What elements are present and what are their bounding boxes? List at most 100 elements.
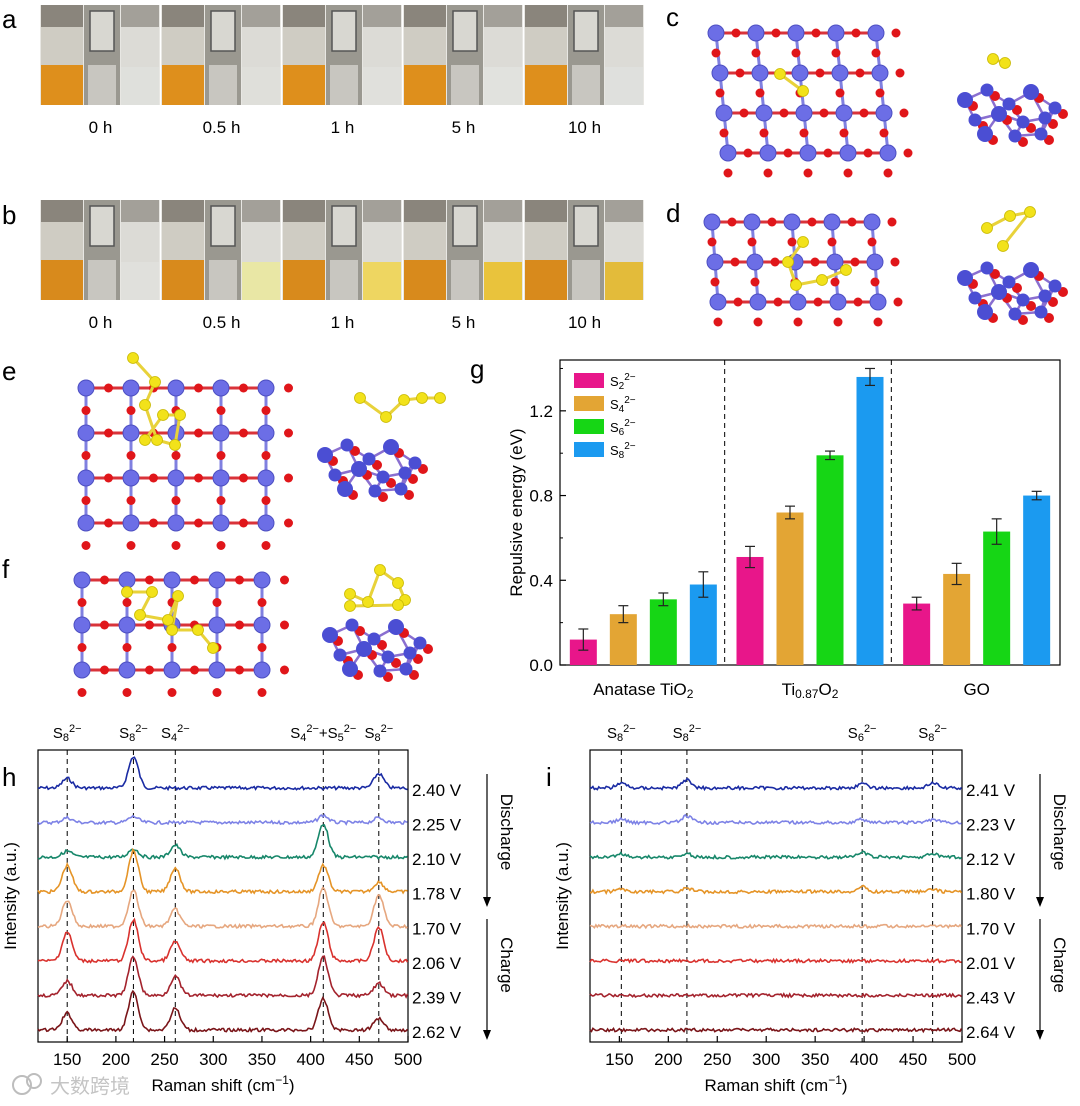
- ti-atom: [167, 514, 185, 532]
- o-atom: [261, 451, 271, 460]
- s-atom: [344, 600, 356, 612]
- o-atom: [743, 148, 753, 158]
- ti-atom: [719, 144, 737, 162]
- ti-atom: [253, 571, 271, 589]
- peak-label: S42−: [161, 723, 190, 744]
- legend-label: S42−: [610, 395, 636, 415]
- vial-liquid-right: [242, 262, 280, 300]
- molecular-structure-c: [707, 24, 1068, 178]
- ti-atom: [163, 571, 181, 589]
- o-atom: [835, 88, 845, 98]
- ti-atom: [122, 379, 140, 397]
- s-atom: [192, 624, 204, 636]
- x-tick-label: 400: [296, 1050, 324, 1069]
- s-atom: [166, 624, 178, 636]
- x-tick-label: 350: [248, 1050, 276, 1069]
- s-atom: [797, 85, 809, 97]
- ti-atom: [759, 144, 777, 162]
- vial-liquid-right: [605, 262, 643, 300]
- ti-atom: [253, 616, 271, 634]
- ti-atom: [398, 466, 412, 480]
- vial-liquid-left: [162, 260, 204, 300]
- ti-atom: [1008, 129, 1022, 143]
- o-atom: [810, 257, 820, 267]
- o-atom: [216, 406, 226, 415]
- o-atom: [887, 217, 897, 227]
- ti-atom: [747, 24, 765, 42]
- clamp-base: [88, 65, 116, 105]
- o-atom: [284, 518, 293, 528]
- voltage-label: 2.43 V: [966, 988, 1016, 1007]
- o-atom: [216, 541, 226, 550]
- vial-liquid-right: [363, 67, 401, 105]
- spectrum-line: [37, 886, 408, 930]
- x-axis-label: Raman shift (cm−1): [704, 1073, 847, 1095]
- ti-atom: [980, 261, 994, 275]
- o-atom: [280, 575, 289, 585]
- peak-label: S82−: [918, 723, 947, 744]
- o-atom: [104, 383, 113, 393]
- o-atom: [773, 297, 783, 307]
- o-atom: [1026, 123, 1036, 133]
- clamp-base: [451, 65, 479, 105]
- o-atom: [126, 406, 136, 415]
- o-atom: [81, 541, 91, 550]
- time-label: 1 h: [331, 118, 355, 137]
- o-atom: [711, 48, 721, 58]
- vial-cap: [363, 200, 401, 222]
- ti-atom: [715, 104, 733, 122]
- ti-atom: [118, 616, 136, 634]
- ti-atom: [957, 270, 973, 286]
- bond: [143, 404, 159, 441]
- o-atom: [100, 620, 109, 630]
- o-atom: [723, 168, 733, 178]
- o-atom: [171, 451, 181, 460]
- ti-atom: [257, 379, 275, 397]
- vial-liquid-right: [484, 262, 522, 300]
- ti-atom: [77, 424, 95, 442]
- o-atom: [863, 148, 873, 158]
- ti-atom: [408, 456, 422, 470]
- ti-atom: [1034, 127, 1048, 141]
- x-tick-label: 500: [394, 1050, 422, 1069]
- o-atom: [377, 640, 387, 650]
- s-atom: [139, 434, 151, 446]
- ti-atom: [322, 627, 338, 643]
- s-atom: [987, 53, 999, 65]
- o-atom: [100, 575, 109, 585]
- o-atom: [855, 68, 865, 78]
- vial-cap: [283, 5, 325, 27]
- o-atom: [839, 128, 849, 138]
- ti-atom: [829, 293, 847, 311]
- o-atom: [831, 48, 841, 58]
- o-atom: [235, 575, 244, 585]
- panel-letter-a: a: [2, 4, 17, 34]
- s-atom: [790, 279, 802, 291]
- watermark-text: 大数跨境: [50, 1075, 130, 1098]
- o-atom: [770, 257, 780, 267]
- o-atom: [819, 108, 829, 118]
- ti-atom: [356, 641, 372, 657]
- ti-atom: [381, 650, 395, 664]
- ti-atom: [383, 439, 399, 455]
- o-atom: [851, 28, 861, 38]
- voltage-label: 2.01 V: [966, 954, 1016, 973]
- legend-swatch: [574, 396, 604, 411]
- o-atom: [350, 446, 360, 456]
- ti-atom: [413, 636, 427, 650]
- o-atom: [77, 688, 87, 697]
- o-atom: [733, 297, 743, 307]
- ti-atom: [1023, 84, 1039, 100]
- ti-atom: [253, 661, 271, 679]
- voltage-label: 1.70 V: [966, 919, 1016, 938]
- ti-atom: [703, 213, 721, 231]
- ti-atom: [1002, 97, 1016, 111]
- clamp-frame: [331, 10, 357, 52]
- time-label: 5 h: [452, 313, 476, 332]
- vial-liquid-left: [41, 260, 83, 300]
- s-atom: [797, 236, 809, 248]
- spectrum-line: [37, 955, 409, 999]
- vial-liquid-left: [404, 65, 446, 105]
- o-atom: [833, 317, 843, 327]
